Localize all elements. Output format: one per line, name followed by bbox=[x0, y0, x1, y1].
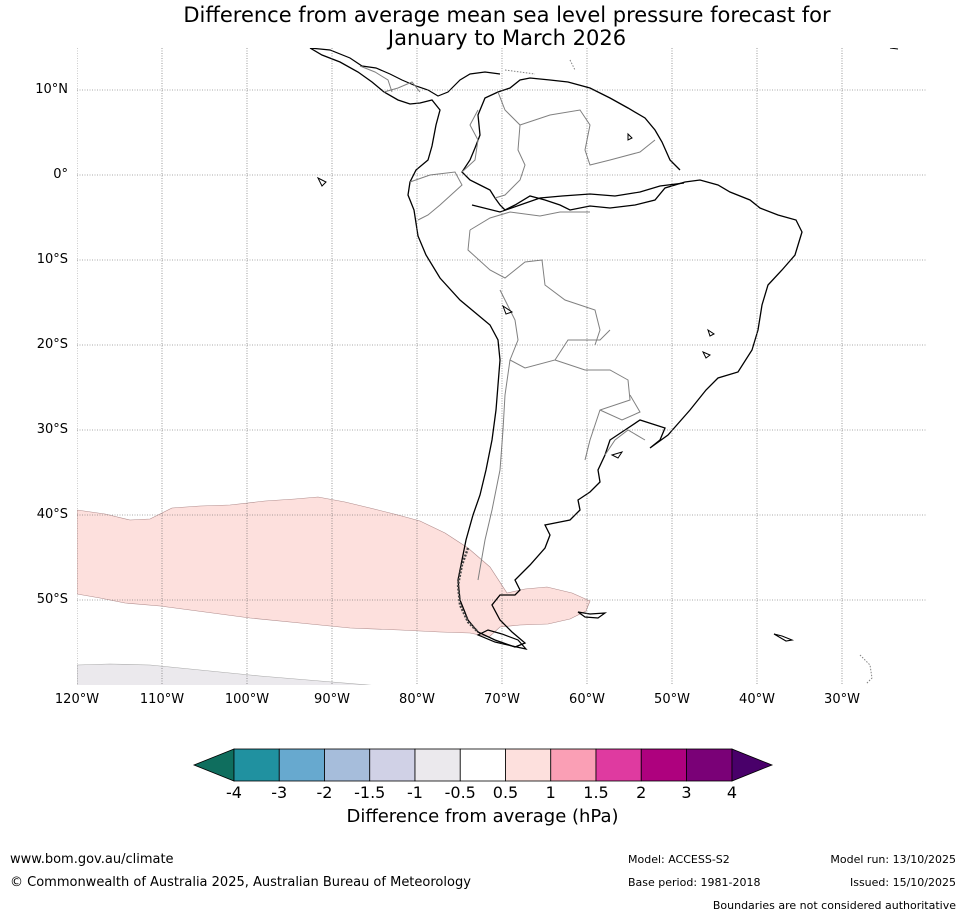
lat-label-0: 0° bbox=[53, 167, 68, 182]
colorbar-segment bbox=[233, 748, 280, 782]
colorbar-tick-label: -1.5 bbox=[354, 783, 386, 802]
base-period: Base period: 1981-2018 bbox=[628, 876, 761, 889]
map-plot-area bbox=[77, 48, 926, 685]
lat-label-40s: 40°S bbox=[36, 507, 68, 522]
lon-label-40w: 40°W bbox=[739, 692, 775, 707]
colorbar-tick-label: 1 bbox=[545, 783, 556, 802]
map-title-line2: January to March 2026 bbox=[387, 26, 627, 50]
national-borders bbox=[359, 65, 656, 581]
south-georgia bbox=[773, 633, 795, 642]
lon-label-30w: 30°W bbox=[824, 692, 860, 707]
issued-date: Issued: 15/10/2025 bbox=[849, 876, 956, 889]
lon-label-90w: 90°W bbox=[314, 692, 350, 707]
colorbar-segment bbox=[686, 748, 733, 782]
lat-label-10n: 10°N bbox=[35, 82, 68, 97]
lon-label-70w: 70°W bbox=[484, 692, 520, 707]
colorbar-segment bbox=[505, 748, 552, 782]
colorbar-segment bbox=[414, 748, 461, 782]
colorbar-tick-label: 4 bbox=[726, 783, 738, 802]
south-america-coastline bbox=[309, 48, 803, 648]
colorbar-above-max-arrow bbox=[731, 748, 774, 782]
lon-label-60w: 60°W bbox=[569, 692, 605, 707]
tierra-del-fuego bbox=[476, 629, 528, 650]
model-name: Model: ACCESS-S2 bbox=[628, 853, 730, 866]
lat-label-20s: 20°S bbox=[36, 337, 68, 352]
colorbar-tick-label: -0.5 bbox=[444, 783, 476, 802]
colorbar-title: Difference from average (hPa) bbox=[346, 806, 619, 827]
grey-islands bbox=[504, 59, 873, 685]
colorbar-segment bbox=[550, 748, 597, 782]
lon-label-110w: 110°W bbox=[139, 692, 185, 707]
lat-label-10s: 10°S bbox=[36, 252, 68, 267]
model-run-date: Model run: 13/10/2025 bbox=[830, 853, 956, 866]
copyright-text: © Commonwealth of Australia 2025, Austra… bbox=[10, 875, 471, 890]
colorbar-tick-label: -1 bbox=[407, 783, 423, 802]
lat-label-30s: 30°S bbox=[36, 422, 68, 437]
lat-label-50s: 50°S bbox=[36, 592, 68, 607]
colorbar-below-min-arrow bbox=[192, 748, 235, 782]
lon-label-80w: 80°W bbox=[399, 692, 435, 707]
colorbar-segment bbox=[278, 748, 325, 782]
longitude-gridlines bbox=[77, 48, 843, 685]
lon-label-50w: 50°W bbox=[654, 692, 690, 707]
colorbar-segment bbox=[369, 748, 416, 782]
latitude-gridlines bbox=[77, 89, 926, 601]
colorbar bbox=[192, 748, 774, 782]
small-islands bbox=[316, 48, 899, 459]
negative-anomaly-region bbox=[77, 663, 372, 685]
map-title: Difference from average mean sea level p… bbox=[0, 4, 965, 50]
amazon-river bbox=[471, 182, 685, 213]
map-title-line1: Difference from average mean sea level p… bbox=[183, 3, 831, 27]
boundaries-disclaimer: Boundaries are not considered authoritat… bbox=[712, 899, 956, 912]
colorbar-tick-label: 3 bbox=[681, 783, 692, 802]
colorbar-segment bbox=[324, 748, 371, 782]
colorbar-tick-label: 0.5 bbox=[492, 783, 519, 802]
lon-label-120w: 120°W bbox=[54, 692, 100, 707]
positive-anomaly-region bbox=[77, 496, 591, 638]
colorbar-segment bbox=[595, 748, 642, 782]
chilean-archipelago bbox=[456, 547, 479, 633]
colorbar-tick-label: -4 bbox=[226, 783, 242, 802]
colorbar-segment bbox=[459, 748, 506, 782]
colorbar-segment bbox=[640, 748, 687, 782]
colorbar-tick-label: -2 bbox=[316, 783, 333, 802]
falkland-islands bbox=[577, 611, 608, 619]
central-america-coastline bbox=[309, 48, 501, 97]
colorbar-tick-label: 1.5 bbox=[583, 783, 609, 802]
lon-label-100w: 100°W bbox=[224, 692, 270, 707]
colorbar-tick-label: -3 bbox=[271, 783, 288, 802]
website-link[interactable]: www.bom.gov.au/climate bbox=[10, 852, 174, 867]
colorbar-tick-label: 2 bbox=[636, 783, 647, 802]
